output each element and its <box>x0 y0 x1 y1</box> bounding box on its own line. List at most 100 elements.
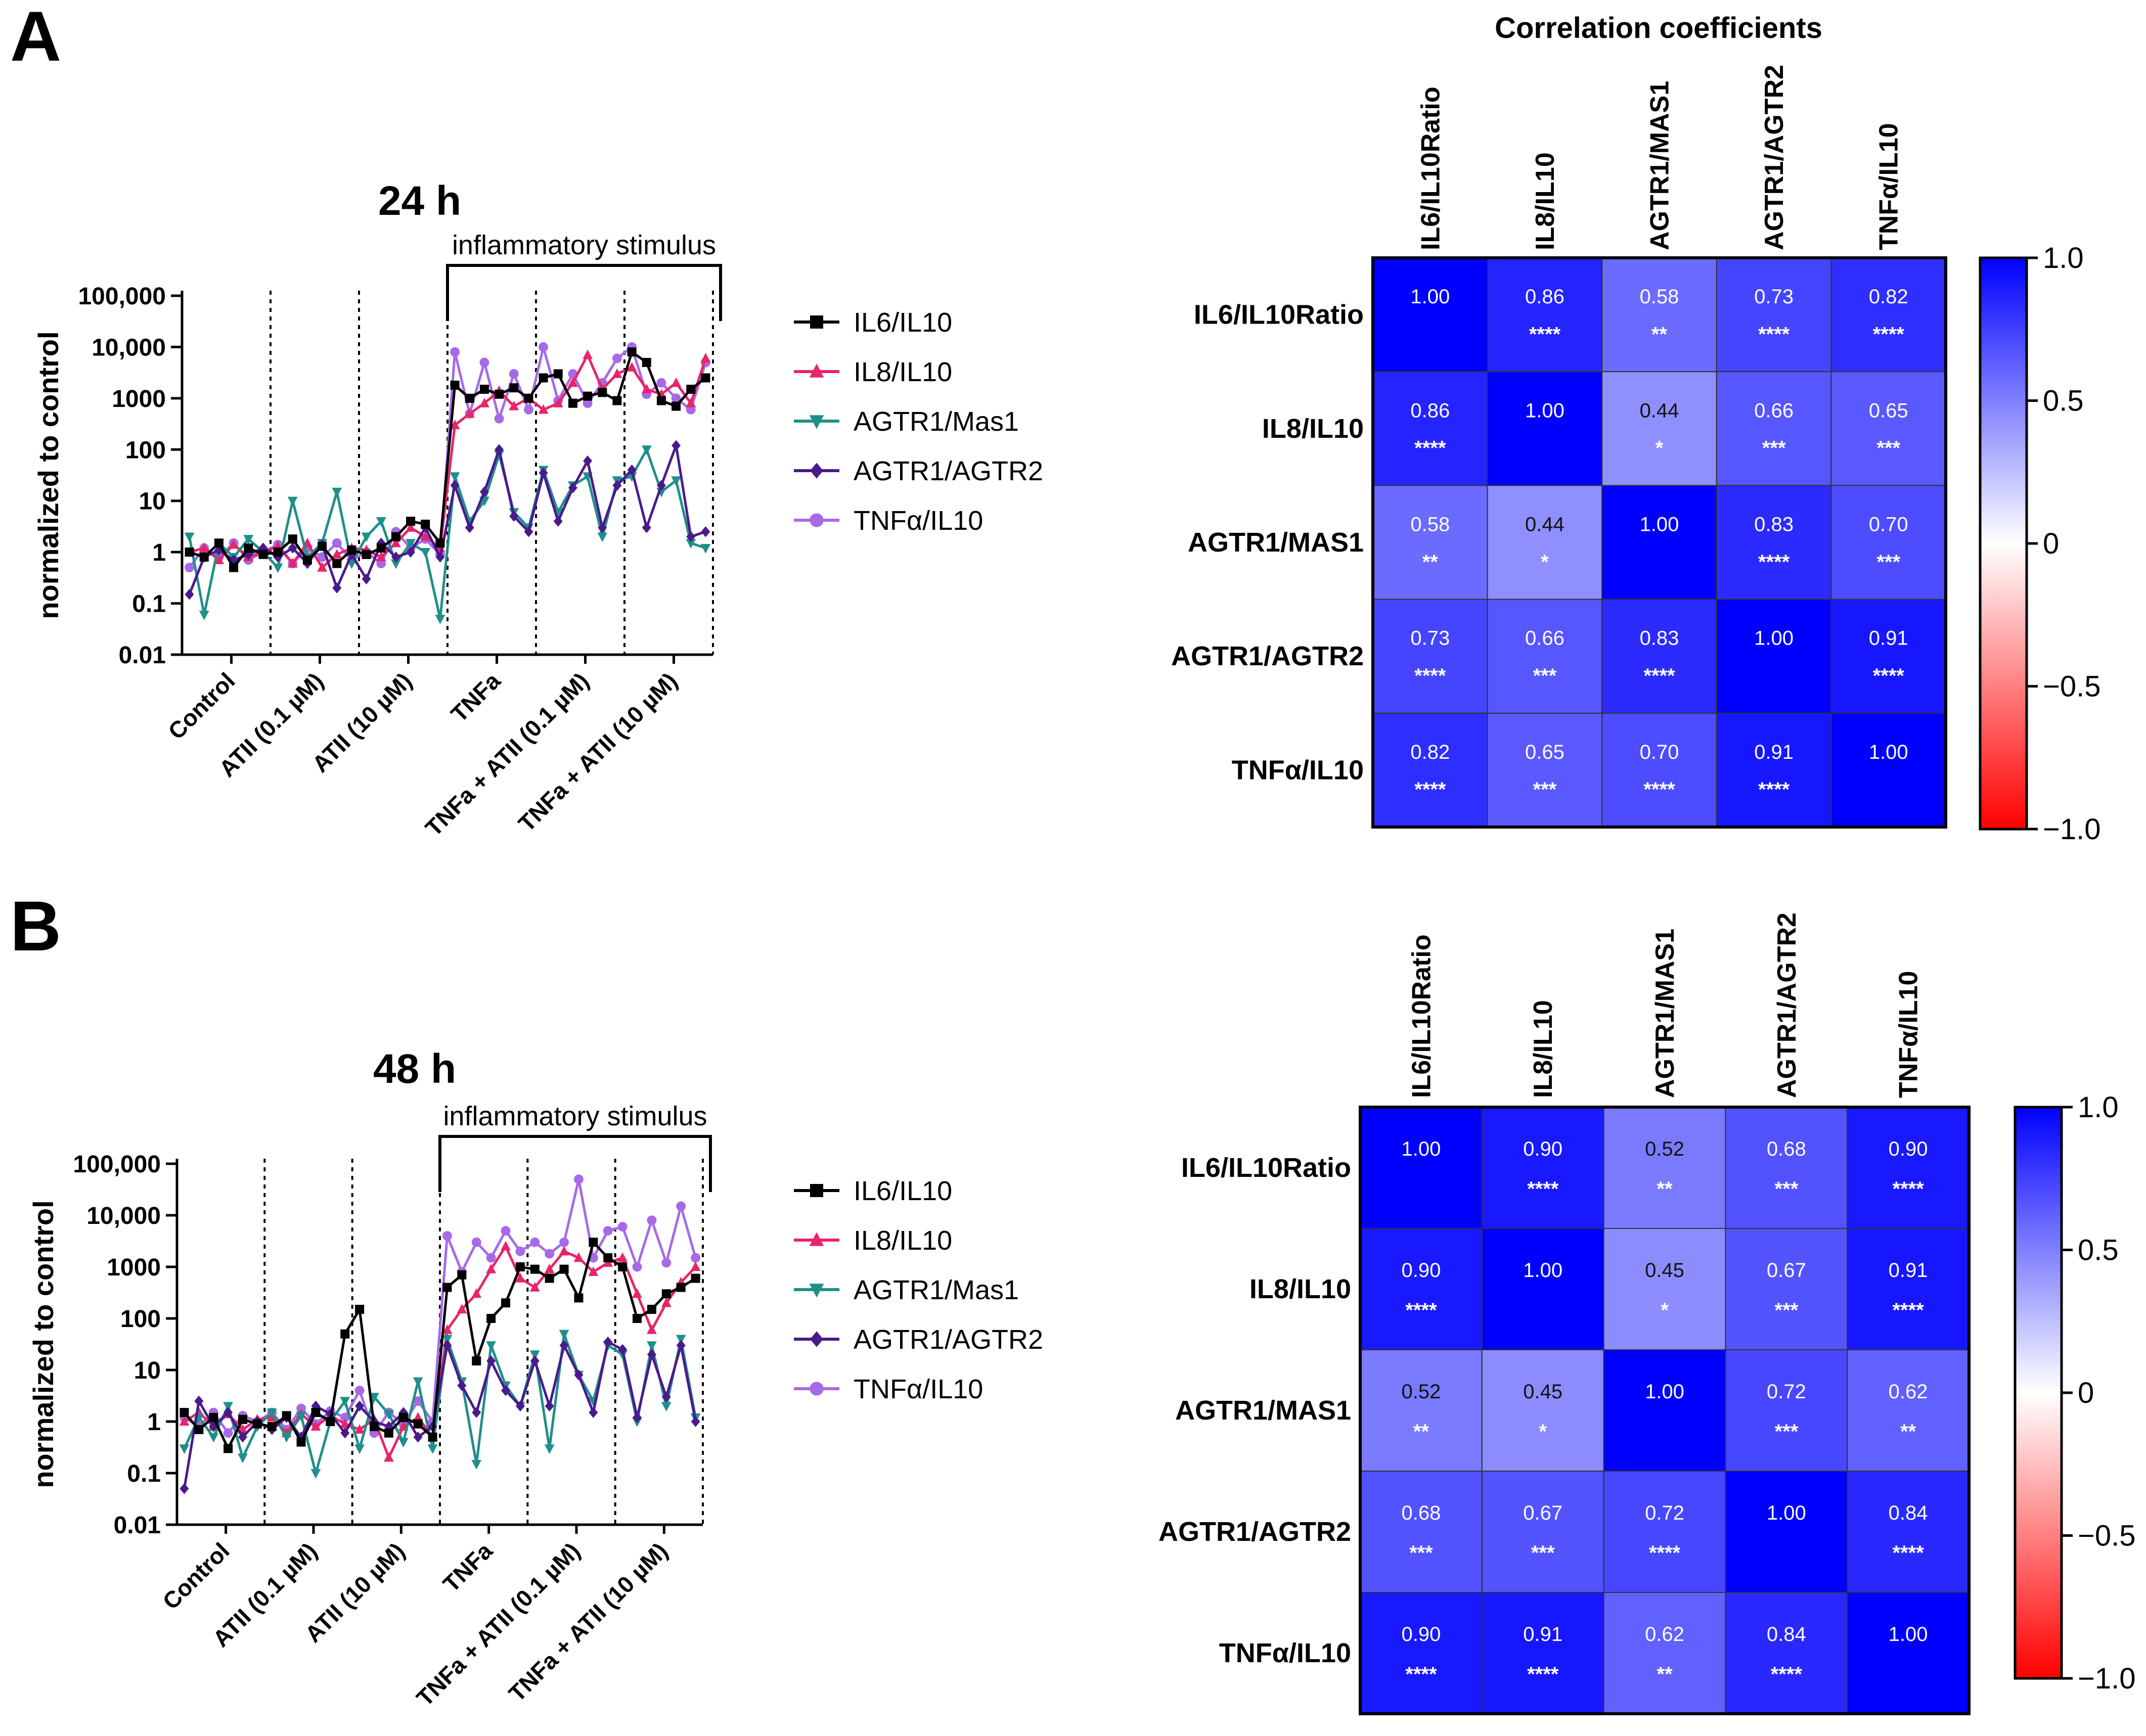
x-tick-label: TNFa + ATII (10 µM) <box>504 1537 673 1707</box>
heatmap-significance: *** <box>1774 1421 1798 1443</box>
legend-label: TNFα/IL10 <box>854 506 983 536</box>
data-point <box>376 517 386 527</box>
heatmap-col-label: IL6/IL10Ratio <box>1416 86 1445 250</box>
data-point <box>362 550 371 559</box>
heatmap-significance: **** <box>1643 779 1675 801</box>
heatmap-cell-fill <box>1830 712 1946 828</box>
data-point <box>398 1438 409 1448</box>
data-point <box>691 1273 700 1283</box>
colorbar-label: −1.0 <box>2078 1662 2136 1695</box>
x-tick-label: TNFa + ATII (0.1 µM) <box>411 1537 585 1711</box>
heatmap-value: 0.72 <box>1645 1502 1684 1524</box>
data-point <box>383 1452 394 1462</box>
colorbar-label: −0.5 <box>2043 670 2101 703</box>
heatmap-cell-fill <box>1372 257 1488 373</box>
heatmap-cell-fill <box>1716 485 1832 600</box>
data-point <box>442 1283 452 1292</box>
data-point <box>568 482 577 493</box>
data-point <box>340 1412 350 1423</box>
data-point <box>479 486 489 497</box>
legend-marker <box>810 463 823 479</box>
data-point <box>479 397 489 407</box>
heatmap-cell-fill <box>1725 1592 1848 1714</box>
legend-label: IL8/IL10 <box>854 1225 952 1256</box>
heatmap-significance: * <box>1541 551 1549 573</box>
data-point <box>442 1340 452 1351</box>
legend-item: IL6/IL10 <box>794 1176 952 1206</box>
data-point <box>413 1419 423 1429</box>
data-point <box>457 1380 467 1391</box>
data-point <box>347 545 356 555</box>
heatmap-value: 0.58 <box>1410 513 1450 535</box>
data-point <box>515 1262 525 1271</box>
data-point <box>597 532 608 542</box>
heatmap-value: 1.00 <box>1767 1502 1806 1524</box>
data-point <box>296 1437 306 1447</box>
heatmap-cell-fill <box>1830 257 1946 373</box>
data-point <box>545 1400 554 1412</box>
data-point <box>686 539 696 549</box>
heatmap-value: 0.91 <box>1889 1259 1928 1282</box>
data-point <box>686 384 696 394</box>
heatmap-value: 0.70 <box>1869 513 1908 535</box>
data-point <box>310 1421 321 1431</box>
heatmap-value: 1.00 <box>1525 399 1564 422</box>
heatmap-cell: 0.91 **** <box>1830 599 1946 714</box>
heatmap-value: 0.67 <box>1523 1502 1562 1524</box>
data-point <box>442 1231 452 1241</box>
heatmap-value: 0.66 <box>1754 399 1794 422</box>
data-point <box>647 1349 656 1360</box>
heatmap-significance: **** <box>1758 323 1790 345</box>
heatmap-value: 0.68 <box>1401 1502 1441 1524</box>
data-point <box>194 1425 204 1434</box>
heatmap-cell-fill <box>1725 1471 1848 1593</box>
data-point <box>361 532 372 542</box>
heatmap-col-label: IL8/IL10 <box>1529 1000 1558 1098</box>
legend-marker <box>810 1331 823 1347</box>
data-point <box>612 396 622 405</box>
heatmap-value: 0.67 <box>1767 1259 1806 1282</box>
data-point <box>479 384 489 394</box>
heatmap-a: 1.00 0.86****0.58**0.73****0.82****0.86**… <box>1171 65 2101 846</box>
legend-item: IL8/IL10 <box>794 1225 952 1256</box>
data-point <box>495 444 504 455</box>
data-point <box>515 1400 525 1412</box>
colorbar-label: 0.5 <box>2043 385 2084 418</box>
data-point <box>180 1483 189 1494</box>
legend-label: AGTR1/AGTR2 <box>854 1324 1043 1355</box>
data-point <box>391 537 401 547</box>
y-axis-label: normalized to control <box>32 331 64 619</box>
heatmap-cell: 0.90 **** <box>1481 1107 1604 1229</box>
data-point <box>509 511 519 522</box>
data-point <box>559 1264 569 1274</box>
heatmap-cell: 0.65 *** <box>1487 712 1603 828</box>
heatmap-value: 1.00 <box>1754 627 1794 650</box>
heatmap-cell-fill <box>1603 1349 1726 1472</box>
data-point <box>179 1444 190 1454</box>
stimulus-bracket <box>446 264 722 321</box>
data-point <box>646 1341 657 1351</box>
data-point <box>676 1340 686 1351</box>
heatmap-border <box>1371 256 1947 829</box>
data-point <box>471 1237 481 1247</box>
heatmap-value: 0.90 <box>1401 1623 1441 1646</box>
heatmap-cell: 0.84 **** <box>1847 1471 1970 1593</box>
stimulus-label: inflammatory stimulus <box>452 230 716 260</box>
heatmap-row-label: IL6/IL10Ratio <box>1194 300 1364 330</box>
data-point <box>538 404 549 414</box>
data-point <box>617 1222 628 1232</box>
data-point <box>398 1412 408 1422</box>
data-point <box>376 543 386 553</box>
data-point <box>450 380 460 390</box>
heatmap-cell: 0.66 *** <box>1716 371 1832 486</box>
data-point <box>302 555 312 565</box>
data-point <box>529 1282 540 1292</box>
legend-label: IL6/IL10 <box>854 307 952 338</box>
legend-item: TNFα/IL10 <box>794 1374 983 1404</box>
data-point <box>383 1409 394 1420</box>
heatmap-cell: 0.52 ** <box>1360 1349 1483 1472</box>
data-point <box>340 1427 350 1439</box>
data-point <box>618 1344 628 1355</box>
data-point <box>661 1391 671 1403</box>
heatmap-significance: **** <box>1405 1663 1437 1685</box>
